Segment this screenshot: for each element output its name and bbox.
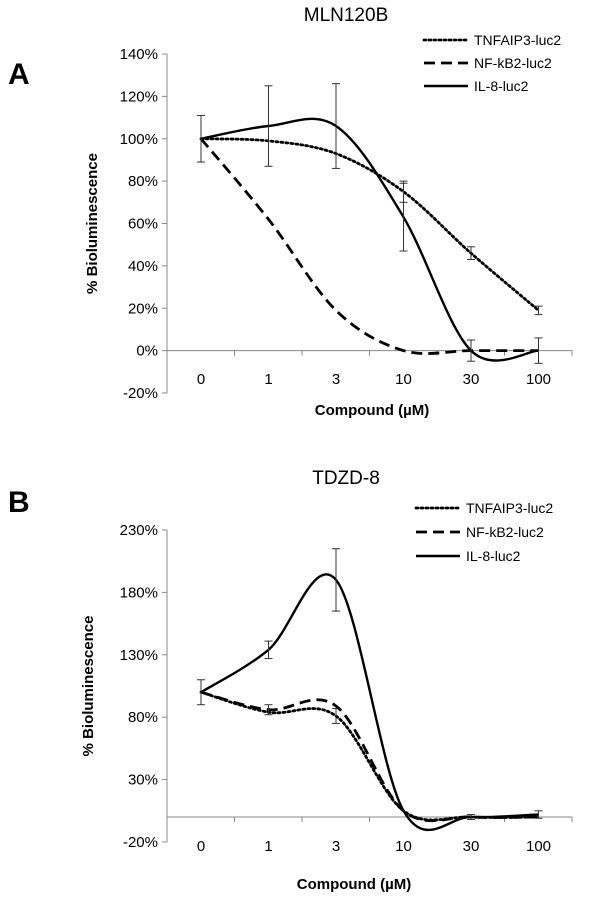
- y-tick-label: 0%: [136, 343, 158, 360]
- y-tick-label: 120%: [120, 88, 158, 105]
- y-tick-label: 40%: [128, 258, 158, 275]
- legend-label: NF-kB2-luc2: [474, 55, 552, 71]
- legend-label: IL-8-luc2: [466, 548, 521, 564]
- chart-title: MLN120B: [304, 5, 389, 26]
- panel-letter-b: B: [8, 486, 30, 519]
- y-tick-label: 30%: [128, 772, 158, 789]
- y-tick-label: -20%: [123, 834, 158, 851]
- series-line-NF-kB2-luc2: [200, 690, 539, 823]
- x-tick-label: 10: [395, 838, 412, 855]
- chart-mln120b: MLN120B -20% 0% 20% 40% 60% 80% 100% 120% 140% 0 1 3…: [84, 5, 573, 419]
- chart-tdzd8: TDZD-8 -20% 30% 80% 130% 180% 230% 0 1 3 10 30 100 Co…: [80, 468, 573, 893]
- y-tick-label: 130%: [120, 647, 158, 664]
- y-tick-label: 180%: [120, 584, 158, 601]
- y-tick-label: 60%: [128, 216, 158, 233]
- x-tick-label: 30: [463, 371, 480, 388]
- y-tick-label: 100%: [120, 131, 158, 148]
- chart-title: TDZD-8: [312, 468, 380, 489]
- y-tick-label: -20%: [123, 385, 158, 402]
- x-tick-label: 3: [332, 838, 340, 855]
- y-tick-label: 80%: [128, 709, 158, 726]
- series-line-IL-8-luc2: [200, 573, 539, 832]
- x-tick-label: 3: [332, 371, 340, 388]
- x-tick-label: 0: [197, 371, 205, 388]
- y-tick-label: 140%: [120, 46, 158, 63]
- legend-label: TNFAIP3-luc2: [466, 500, 553, 516]
- legend-label: NF-kB2-luc2: [466, 524, 544, 540]
- x-tick-label: 1: [264, 371, 272, 388]
- x-tick-label: 30: [463, 838, 480, 855]
- x-tick-label: 10: [395, 371, 412, 388]
- series-line-IL-8-luc2: [200, 117, 539, 362]
- series-line-TNFAIP3-luc2: [199, 690, 540, 822]
- x-axis-label: Compound (µM): [315, 402, 429, 419]
- x-tick-label: 0: [197, 838, 205, 855]
- legend-label: IL-8-luc2: [474, 78, 529, 94]
- y-tick-label: 80%: [128, 173, 158, 190]
- panel-letter-a: A: [8, 58, 30, 91]
- y-axis-label: % Bioluminescence: [84, 153, 101, 294]
- y-tick-label: 230%: [120, 522, 158, 539]
- x-tick-label: 1: [264, 838, 272, 855]
- x-axis-label: Compound (µM): [297, 876, 411, 893]
- x-tick-label: 100: [526, 838, 551, 855]
- y-axis-label: % Bioluminescence: [80, 616, 97, 757]
- legend-label: TNFAIP3-luc2: [474, 32, 561, 48]
- x-tick-label: 100: [526, 371, 551, 388]
- y-tick-label: 20%: [128, 300, 158, 317]
